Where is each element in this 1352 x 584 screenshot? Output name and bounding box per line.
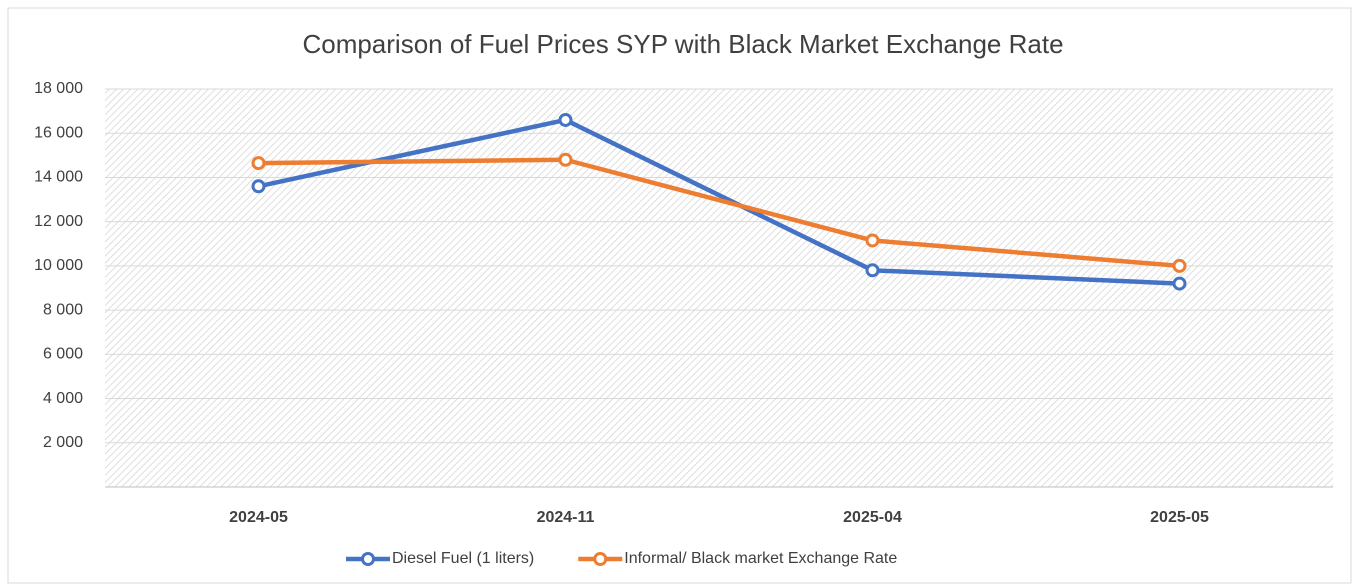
data-point — [865, 233, 880, 248]
y-tick-label: 4 000 — [43, 390, 83, 407]
y-tick-label: 14 000 — [34, 169, 83, 186]
data-point — [251, 179, 266, 194]
legend-label: Diesel Fuel (1 liters) — [392, 550, 534, 567]
y-tick-label: 10 000 — [34, 257, 83, 274]
y-tick-label: 16 000 — [34, 124, 83, 141]
y-tick-label: 2 000 — [43, 434, 83, 451]
data-point — [558, 112, 573, 127]
legend-marker — [593, 552, 608, 566]
data-point — [251, 156, 266, 171]
plot-area — [105, 89, 1333, 487]
data-point — [865, 263, 880, 278]
chart-title: Comparison of Fuel Prices SYP with Black… — [302, 29, 1063, 59]
y-tick-label: 18 000 — [34, 80, 83, 97]
x-tick-label: 2025-04 — [843, 509, 902, 526]
data-point — [1172, 258, 1187, 273]
series-line — [258, 157, 1180, 269]
legend-label: Informal/ Black market Exchange Rate — [624, 550, 897, 567]
y-tick-label: 6 000 — [43, 346, 83, 363]
legend-marker — [361, 552, 375, 566]
data-point — [558, 152, 573, 167]
x-tick-label: 2025-05 — [1150, 509, 1209, 526]
y-tick-label: 8 000 — [43, 301, 83, 318]
x-tick-label: 2024-05 — [229, 509, 288, 526]
y-tick-label: 12 000 — [34, 213, 83, 230]
x-tick-label: 2024-11 — [537, 509, 595, 526]
series-line — [258, 117, 1180, 286]
data-point — [1172, 276, 1187, 291]
